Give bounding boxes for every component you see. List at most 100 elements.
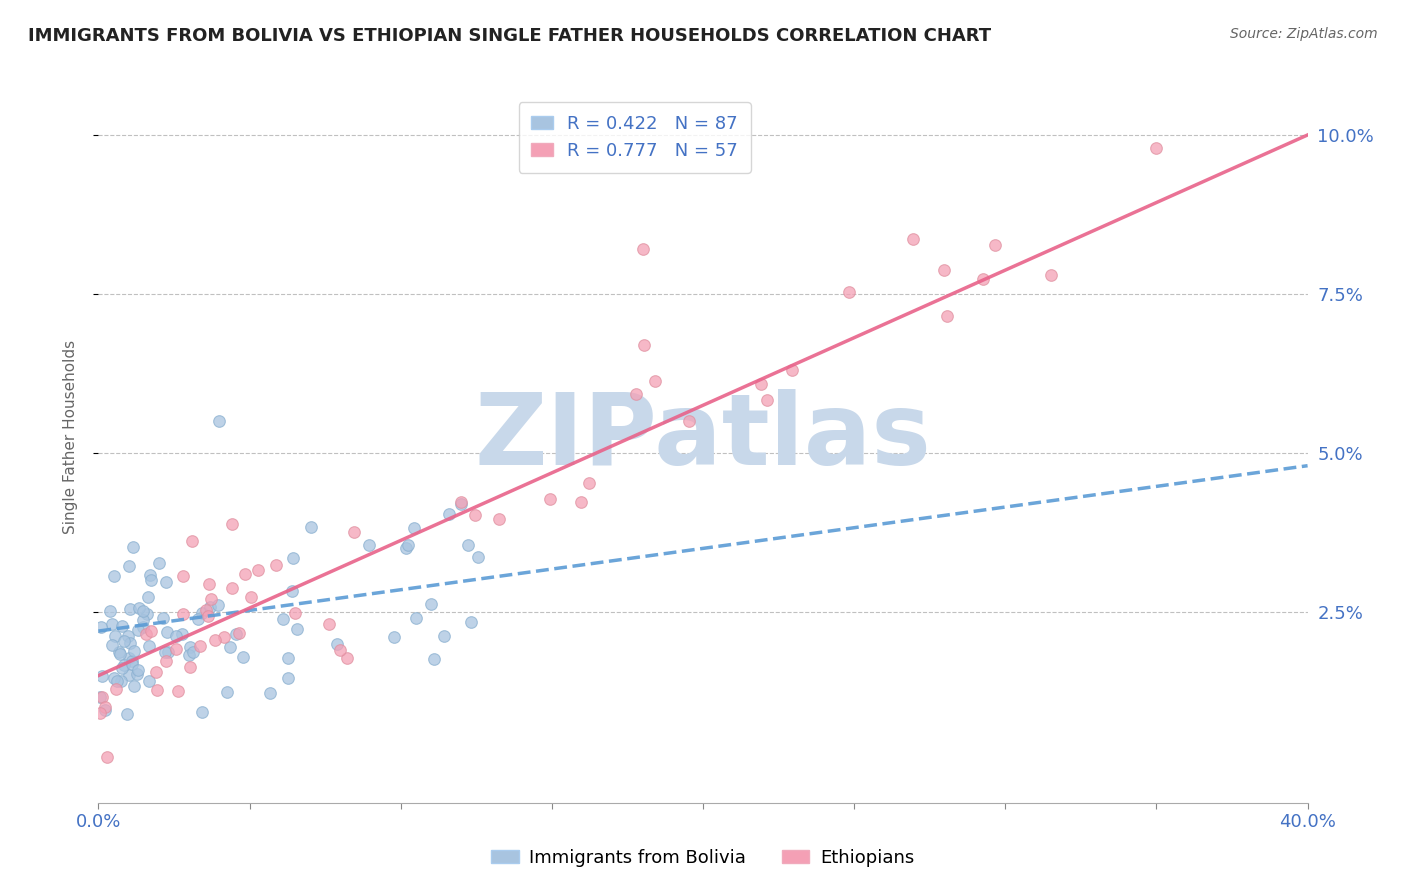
Legend: R = 0.422   N = 87, R = 0.777   N = 57: R = 0.422 N = 87, R = 0.777 N = 57: [519, 103, 751, 173]
Point: [131, 604, 153, 618]
Point: [155, 654, 177, 668]
Point: [221, 582, 243, 596]
Point: [285, 622, 308, 636]
Point: [984, 238, 1007, 252]
Point: [219, 640, 242, 654]
Point: [172, 569, 194, 583]
Point: [122, 644, 145, 658]
Point: [96, 750, 118, 764]
Point: [433, 629, 456, 643]
Point: [177, 648, 200, 662]
Point: [111, 619, 134, 633]
Point: [464, 508, 486, 523]
Point: [127, 667, 149, 681]
Point: [336, 650, 359, 665]
Point: [122, 679, 145, 693]
Point: [197, 576, 219, 591]
Point: [127, 663, 149, 677]
Point: [188, 639, 211, 653]
Point: [93, 703, 115, 717]
Point: [935, 310, 957, 324]
Point: [281, 584, 304, 599]
Point: [228, 626, 250, 640]
Point: [488, 512, 510, 526]
Point: [135, 626, 157, 640]
Point: [112, 633, 135, 648]
Point: [225, 627, 247, 641]
Legend: Immigrants from Bolivia, Ethiopians: Immigrants from Bolivia, Ethiopians: [484, 842, 922, 874]
Point: [98, 604, 121, 618]
Point: [94, 699, 117, 714]
Point: [139, 624, 162, 638]
Point: [450, 497, 472, 511]
Point: [127, 624, 149, 638]
Point: [247, 563, 270, 577]
Point: [277, 651, 299, 665]
Point: [644, 374, 666, 388]
Point: [91, 690, 114, 705]
Point: [264, 558, 287, 572]
Point: [395, 541, 418, 555]
Point: [104, 629, 127, 643]
Point: [132, 613, 155, 627]
Point: [221, 516, 243, 531]
Point: [277, 671, 299, 685]
Point: [148, 557, 170, 571]
Point: [780, 363, 803, 377]
Point: [115, 706, 138, 721]
Point: [156, 625, 179, 640]
Point: [259, 686, 281, 700]
Point: [538, 491, 561, 506]
Point: [420, 597, 443, 611]
Point: [139, 568, 162, 582]
Point: [749, 376, 772, 391]
Point: [181, 645, 204, 659]
Point: [117, 629, 139, 643]
Point: [165, 641, 187, 656]
Point: [357, 538, 380, 552]
Point: [136, 607, 159, 621]
Point: [318, 617, 340, 632]
Point: [180, 533, 202, 548]
Point: [105, 673, 128, 688]
Point: [145, 665, 167, 680]
Point: [624, 387, 647, 401]
Point: [103, 671, 125, 685]
Point: [138, 640, 160, 654]
Point: [343, 524, 366, 539]
Point: [633, 338, 655, 352]
Text: Source: ZipAtlas.com: Source: ZipAtlas.com: [1230, 27, 1378, 41]
Point: [191, 606, 214, 620]
Point: [423, 651, 446, 665]
Point: [136, 590, 159, 604]
Point: [934, 263, 956, 277]
Point: [118, 650, 141, 665]
Point: [118, 559, 141, 574]
Point: [141, 573, 163, 587]
Point: [212, 630, 235, 644]
Point: [89, 690, 111, 705]
Point: [396, 538, 419, 552]
Point: [405, 610, 427, 624]
Point: [128, 600, 150, 615]
Point: [100, 617, 122, 632]
Point: [200, 592, 222, 607]
Point: [215, 685, 238, 699]
Point: [284, 607, 307, 621]
Point: [121, 654, 143, 668]
Point: [117, 668, 139, 682]
Point: [110, 673, 132, 688]
Point: [901, 232, 924, 246]
Point: [172, 607, 194, 622]
Point: [198, 599, 221, 614]
Point: [208, 414, 231, 428]
Point: [108, 645, 131, 659]
Point: [326, 637, 349, 651]
Point: [194, 603, 217, 617]
Point: [233, 566, 256, 581]
Point: [678, 414, 700, 428]
Point: [122, 540, 145, 554]
Point: [89, 706, 111, 720]
Point: [187, 612, 209, 626]
Point: [240, 590, 263, 604]
